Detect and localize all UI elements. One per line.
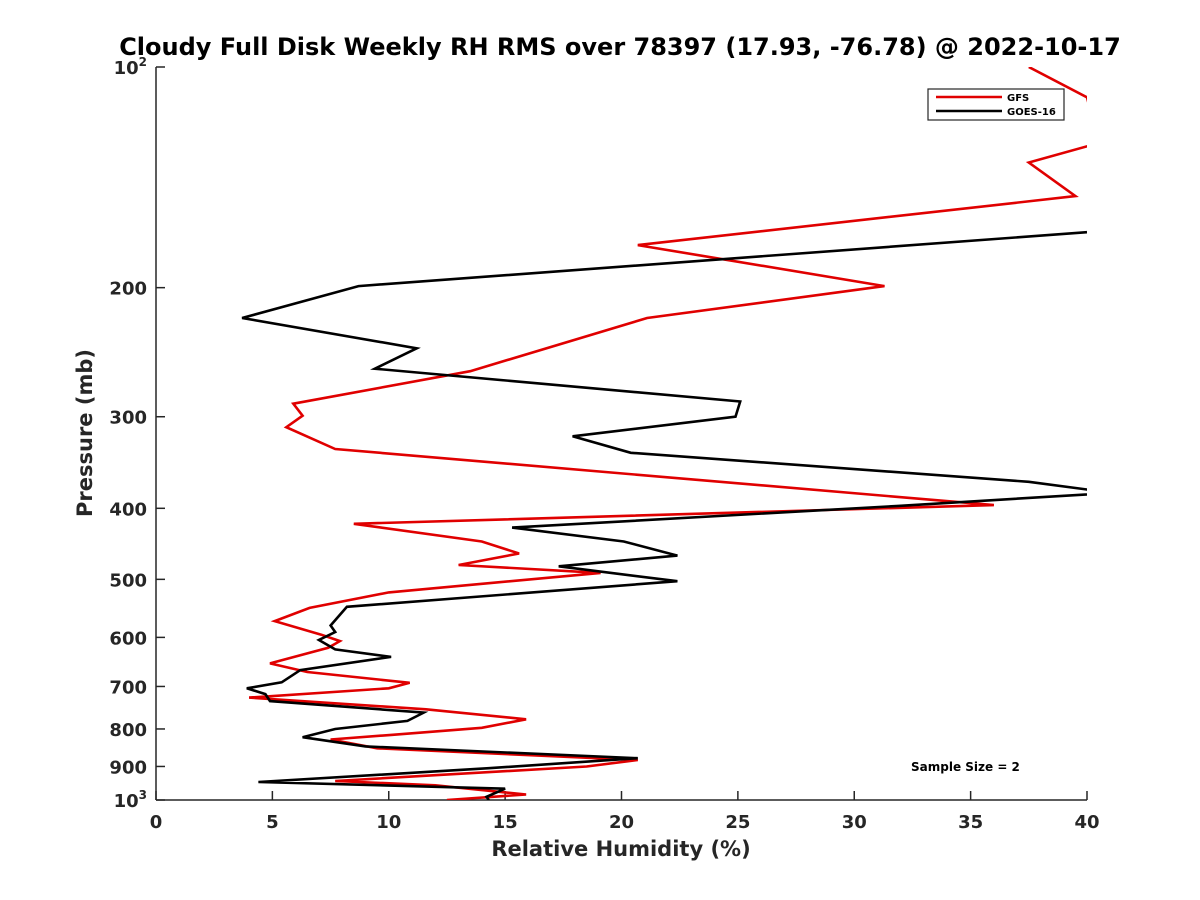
x-tick-label: 40 — [1074, 812, 1099, 833]
y-tick-label: 103 — [114, 788, 147, 812]
legend-label-goes16: GOES-16 — [1007, 107, 1056, 118]
x-tick-label: 15 — [493, 812, 518, 833]
y-tick-label: 500 — [109, 570, 147, 591]
y-tick-label: 300 — [109, 408, 147, 429]
x-axis-ticks: 0 5 10 15 20 25 30 35 40 — [150, 791, 1100, 833]
sample-size-annotation: Sample Size = 2 — [911, 760, 1020, 774]
y-tick-label: 400 — [109, 499, 147, 520]
chart-title: Cloudy Full Disk Weekly RH RMS over 7839… — [119, 33, 1121, 61]
y-tick-label: 900 — [109, 757, 147, 778]
legend-label-gfs: GFS — [1007, 93, 1029, 104]
series-line-goes-16 — [241, 230, 1087, 800]
y-tick-label: 200 — [109, 279, 147, 300]
y-tick-label: 700 — [109, 677, 147, 698]
x-tick-label: 25 — [725, 812, 750, 833]
y-axis-label: Pressure (mb) — [73, 349, 97, 517]
x-tick-label: 20 — [609, 812, 634, 833]
y-tick-label: 600 — [109, 628, 147, 649]
series-line-gfs — [249, 67, 1087, 800]
y-axis-ticks: 102 200 300 400 500 600 700 800 900 103 — [109, 55, 165, 812]
legend-box — [927, 88, 1065, 121]
legend: GFS GOES-16 — [927, 88, 1065, 121]
x-tick-label: 35 — [958, 812, 983, 833]
x-tick-label: 0 — [150, 812, 163, 833]
y-tick-label: 800 — [109, 720, 147, 741]
x-axis-label: Relative Humidity (%) — [491, 837, 750, 861]
plot-area — [241, 67, 1087, 800]
x-tick-label: 30 — [842, 812, 867, 833]
x-tick-label: 5 — [266, 812, 279, 833]
y-tick-label: 102 — [114, 55, 147, 79]
series-layer — [241, 67, 1087, 800]
x-tick-label: 10 — [376, 812, 401, 833]
